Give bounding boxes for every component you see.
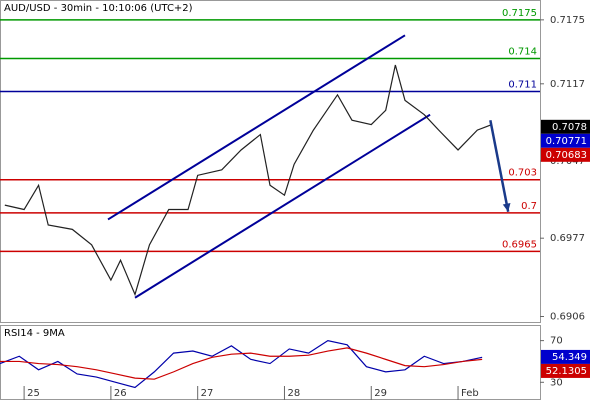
rsi-title: RSI14 - 9MA <box>4 328 65 339</box>
forecast-arrow <box>489 119 510 212</box>
chart-title: AUD/USD - 30min - 10:10:06 (UTC+2) <box>4 3 193 14</box>
price-marker <box>541 363 590 378</box>
price-marker-label: 0.7078 <box>552 122 587 133</box>
level-label: 0.6965 <box>502 239 537 250</box>
x-tick-label: 25 <box>27 388 40 399</box>
price-marker-label: 0.70683 <box>546 150 587 161</box>
x-tick-label: Feb <box>461 388 479 399</box>
y-tick-label: 30 <box>550 377 563 388</box>
price-line <box>0 347 483 380</box>
level-label: 0.714 <box>508 46 537 57</box>
arrow-head <box>502 203 511 212</box>
trend-line <box>134 113 431 299</box>
y-tick-label: 0.6906 <box>550 311 585 322</box>
trend-line <box>107 34 406 221</box>
x-tick-label: 29 <box>374 388 387 399</box>
level-label: 0.711 <box>508 80 537 91</box>
price-line <box>0 339 483 389</box>
price-marker-label: 54.349 <box>552 352 587 363</box>
price-line <box>4 64 492 297</box>
x-tick-label: 28 <box>287 388 300 399</box>
price-marker-label: 0.70771 <box>546 136 587 147</box>
level-label: 0.703 <box>508 168 537 179</box>
level-label: 0.7175 <box>502 8 537 19</box>
price-marker <box>541 349 590 364</box>
price-marker-label: 52.1305 <box>546 366 587 377</box>
price-marker <box>541 147 590 162</box>
main-panel <box>0 0 541 323</box>
y-tick-label: 0.7175 <box>550 15 585 26</box>
x-tick-label: 27 <box>201 388 214 399</box>
price-marker <box>541 119 590 134</box>
y-tick-label: 0.7117 <box>550 79 585 90</box>
level-label: 0.7 <box>521 201 537 212</box>
y-tick-label: 0.6977 <box>550 233 585 244</box>
price-marker <box>541 133 590 148</box>
x-tick-label: 26 <box>114 388 127 399</box>
y-tick-label: 70 <box>550 336 563 347</box>
